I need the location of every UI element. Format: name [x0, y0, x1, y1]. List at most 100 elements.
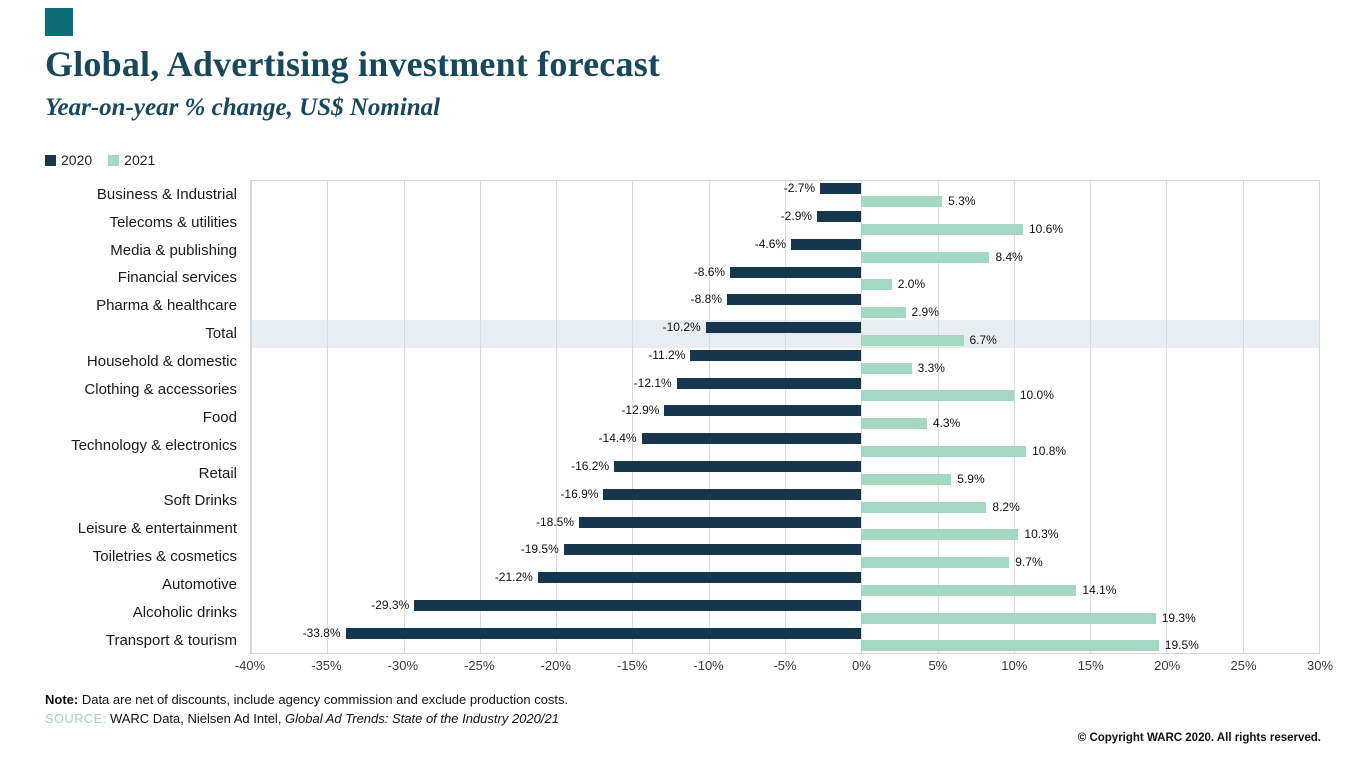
bar-2021: [861, 251, 990, 263]
value-label-2020: -18.5%: [536, 514, 575, 529]
plot-row: -21.2% 14.1%: [251, 570, 1319, 598]
x-tick-label: -35%: [311, 658, 342, 674]
plot-row: -10.2% 6.7%: [251, 320, 1319, 348]
value-label-2020: -8.8%: [690, 292, 723, 307]
legend-item-2021: 2021: [108, 152, 155, 168]
plot-row: -16.2% 5.9%: [251, 459, 1319, 487]
legend: 2020 2021: [45, 152, 1320, 168]
value-label-2021: 6.7%: [969, 332, 997, 347]
legend-item-2020: 2020: [45, 152, 92, 168]
value-label-2021: 19.3%: [1161, 610, 1196, 625]
bar-2021: [861, 501, 987, 513]
category-label: Pharma & healthcare: [96, 297, 237, 315]
x-tick-label: 20%: [1154, 658, 1181, 674]
bar-2020: [817, 211, 862, 223]
plot-row: -11.2% 3.3%: [251, 348, 1319, 376]
bar-2020: [791, 238, 862, 250]
x-tick-label: 0%: [852, 658, 871, 674]
value-label-2020: -2.7%: [783, 181, 816, 196]
gridline: [1013, 181, 1015, 654]
plot-row: -8.8% 2.9%: [251, 292, 1319, 320]
category-label: Toiletries & cosmetics: [92, 548, 237, 566]
plot-row: -12.1% 10.0%: [251, 376, 1319, 404]
x-tick-label: -40%: [234, 658, 266, 674]
value-label-2021: 19.5%: [1164, 638, 1199, 653]
value-label-2021: 5.3%: [948, 194, 976, 209]
bar-chart: Business & Industrial Telecoms & utilitie…: [45, 180, 1320, 655]
plot-row: -14.4% 10.8%: [251, 431, 1319, 459]
x-tick-label: 5%: [928, 658, 948, 674]
value-label-2020: -10.2%: [662, 320, 701, 335]
value-label-2020: -2.9%: [780, 209, 813, 224]
bar-2020: [690, 349, 862, 361]
plot-row: -33.8% 19.5%: [251, 626, 1319, 654]
plot-row: -4.6% 8.4%: [251, 237, 1319, 265]
gridline: [251, 181, 252, 654]
bar-2020: [727, 294, 862, 306]
source-publication: Global Ad Trends: State of the Industry …: [285, 711, 559, 727]
bar-2020: [820, 183, 862, 195]
gridline: [708, 181, 710, 654]
bar-2021: [861, 307, 906, 319]
legend-label: 2021: [124, 152, 156, 169]
value-label-2021: 9.7%: [1015, 555, 1043, 570]
gridline: [632, 181, 634, 654]
category-label: Automotive: [161, 576, 237, 594]
plot-row: -8.6% 2.0%: [251, 265, 1319, 293]
bar-2020: [563, 544, 862, 556]
x-tick-label: 10%: [1001, 658, 1028, 674]
x-tick-label: -15%: [616, 658, 648, 674]
x-tick-label: 15%: [1077, 658, 1104, 674]
value-label-2020: -16.2%: [571, 459, 610, 473]
value-label-2020: -12.1%: [633, 375, 672, 390]
bar-2021: [861, 390, 1014, 402]
category-label: Household & domestic: [86, 353, 237, 371]
note-line: Note: Data are net of discounts, include…: [45, 692, 1320, 707]
note-text: Data are net of discounts, include agenc…: [78, 692, 569, 708]
gridline: [785, 181, 786, 654]
category-label: Telecoms & utilities: [109, 213, 237, 231]
plot-area: -2.7% 5.3% -2.9% 10.6% -4.6% 8.4% -8.6% 2.0% -8.…: [250, 180, 1320, 655]
bar-2020: [603, 488, 862, 500]
value-label-2020: -8.6%: [693, 264, 726, 279]
source-text: WARC Data, Nielsen Ad Intel,: [106, 711, 286, 727]
value-label-2020: -19.5%: [520, 542, 559, 557]
bar-2021: [861, 279, 892, 291]
value-label-2021: 2.0%: [897, 277, 926, 292]
bar-2021: [861, 196, 943, 208]
bar-2020: [414, 599, 862, 611]
page-title: Global, Advertising investment forecast: [45, 44, 661, 84]
category-label: Soft Drinks: [163, 492, 237, 510]
plot-row: -12.9% 4.3%: [251, 403, 1319, 431]
x-tick-label: -25%: [464, 658, 495, 674]
value-label-2020: -33.8%: [302, 625, 341, 640]
bar-2020: [664, 405, 862, 417]
category-label: Retail: [198, 464, 237, 482]
value-label-2020: -12.9%: [621, 403, 660, 418]
value-label-2021: 14.1%: [1082, 582, 1117, 597]
value-label-2021: 2.9%: [911, 305, 939, 320]
bar-2020: [579, 516, 862, 528]
gridline: [861, 181, 863, 654]
category-label: Alcoholic drinks: [132, 603, 237, 621]
x-tick-label: -30%: [387, 658, 419, 674]
warc-brand-mark: [45, 8, 73, 36]
gridline: [556, 181, 558, 654]
value-label-2021: 4.3%: [932, 416, 961, 431]
bar-2021: [861, 362, 912, 374]
category-label: Leisure & entertainment: [77, 520, 237, 538]
value-label-2020: -21.2%: [494, 570, 533, 585]
plot-row: -29.3% 19.3%: [251, 598, 1319, 626]
legend-swatch-icon: [45, 154, 56, 166]
bar-2020: [676, 377, 862, 389]
source-label: SOURCE:: [45, 711, 107, 727]
bar-2020: [345, 627, 862, 639]
value-label-2021: 3.3%: [917, 360, 945, 375]
category-label: Total: [205, 325, 237, 343]
bar-2020: [537, 572, 862, 584]
plot-row: -18.5% 10.3%: [251, 515, 1319, 543]
bar-2021: [861, 223, 1023, 235]
x-tick-label: 30%: [1306, 658, 1334, 674]
bar-2021: [861, 334, 964, 346]
